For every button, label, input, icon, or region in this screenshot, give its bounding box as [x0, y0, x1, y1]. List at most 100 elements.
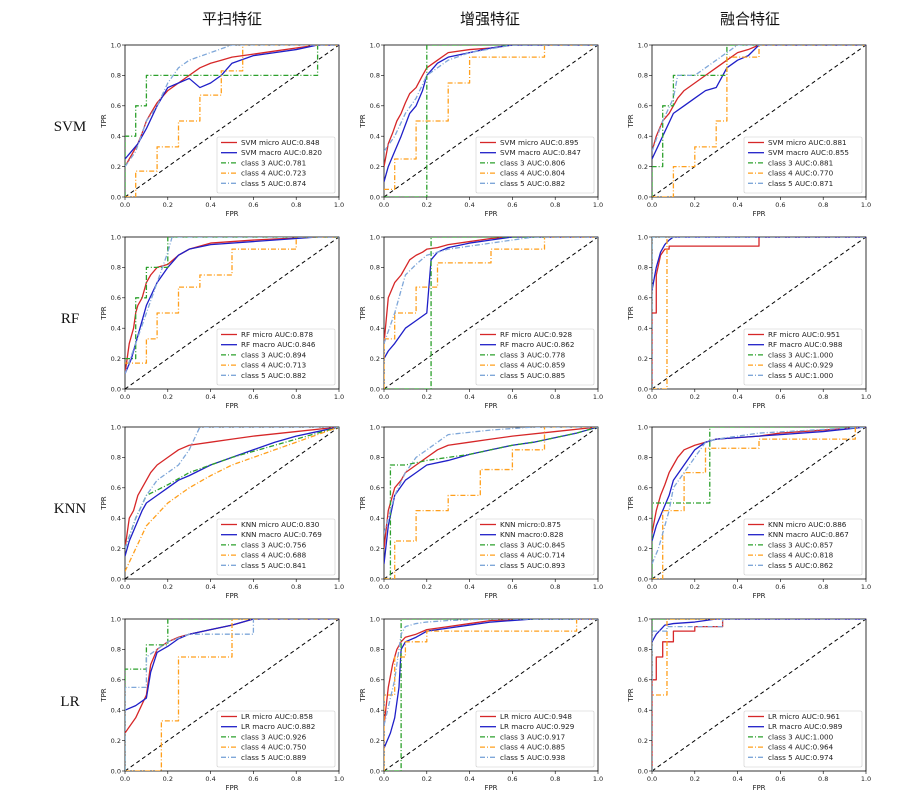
y-tick-label: 0.2	[370, 355, 380, 363]
x-tick-label: 0.6	[775, 393, 785, 401]
x-axis-label: FPR	[752, 402, 765, 410]
legend-box	[743, 710, 863, 768]
y-axis-label: TPR	[627, 306, 635, 320]
x-tick-label: 0.4	[205, 393, 215, 401]
x-tick-label: 0.6	[248, 393, 258, 401]
roc-curve-class5	[125, 619, 339, 771]
y-tick-label: 0.4	[370, 133, 380, 141]
roc-panel-rf-1: 0.0 0.2 0.4 0.6 0.8 1.0 0.0 0.2 0.4 0.6 0.8 1.0 FPR T…	[100, 233, 344, 410]
chance-diagonal	[124, 44, 340, 198]
y-tick-label: 1.0	[638, 41, 648, 49]
legend-entry-class5: class 5 AUC:0.841	[241, 561, 306, 570]
legend-box	[743, 518, 863, 576]
x-tick-label: 0.8	[550, 201, 560, 209]
legend-entry-micro: SVM micro AUC:0.881	[768, 138, 847, 147]
x-axis-label: FPR	[484, 210, 497, 218]
roc-panel-rf-2: 0.0 0.2 0.4 0.6 0.8 1.0 0.0 0.2 0.4 0.6 0.8 1.0 FPR T…	[359, 233, 603, 410]
roc-curve-micro	[384, 619, 598, 726]
x-tick-label: 1.0	[334, 583, 344, 591]
x-tick-label: 0.6	[507, 583, 517, 591]
legend-entry-class5: class 5 AUC:0.889	[241, 753, 307, 762]
legend-entry-class4: class 4 AUC:0.713	[241, 361, 306, 370]
legend-entry-macro: KNN macro AUC:0.867	[768, 530, 849, 539]
legend-entry-macro: SVM macro AUC:0.847	[500, 148, 581, 157]
y-tick-label: 0.2	[638, 737, 648, 745]
row-label-knn: KNN	[54, 501, 87, 517]
y-tick-label: 0.4	[370, 707, 380, 715]
y-tick-label: 0.8	[111, 454, 121, 462]
legend-entry-macro: RF macro AUC:0.988	[768, 340, 843, 349]
chance-diagonal	[124, 426, 340, 580]
x-tick-label: 0.0	[379, 393, 389, 401]
y-tick-label: 0.4	[638, 515, 648, 523]
legend-entry-class4: class 4 AUC:0.750	[241, 743, 307, 752]
roc-curve-class4	[125, 619, 339, 771]
y-tick-label: 0.2	[370, 163, 380, 171]
x-tick-label: 0.6	[248, 583, 258, 591]
y-tick-label: 0.8	[638, 72, 648, 80]
x-tick-label: 0.4	[464, 201, 474, 209]
roc-curve-class3	[384, 427, 598, 579]
x-tick-label: 0.4	[205, 201, 215, 209]
x-tick-label: 0.0	[647, 775, 657, 783]
y-tick-label: 0.6	[370, 294, 380, 302]
roc-panel-svm-2: 0.0 0.2 0.4 0.6 0.8 1.0 0.0 0.2 0.4 0.6 0.8 1.0 FPR T…	[359, 41, 603, 218]
y-tick-label: 0.2	[638, 355, 648, 363]
roc-curve-micro	[652, 427, 866, 534]
x-tick-label: 0.8	[291, 775, 301, 783]
legend-entry-micro: RF micro AUC:0.951	[768, 330, 840, 339]
x-tick-label: 1.0	[334, 775, 344, 783]
roc-curve-macro	[125, 427, 339, 557]
y-axis-label: TPR	[627, 114, 635, 128]
x-tick-label: 0.6	[248, 201, 258, 209]
legend-entry-class5: class 5 AUC:1.000	[768, 371, 834, 380]
legend-box	[216, 328, 336, 386]
x-tick-label: 0.4	[464, 393, 474, 401]
x-tick-label: 0.8	[818, 393, 828, 401]
y-tick-label: 1.0	[370, 615, 380, 623]
roc-curve-class4	[652, 427, 866, 579]
y-tick-label: 0.6	[638, 484, 648, 492]
y-axis-label: TPR	[100, 306, 108, 320]
legend-entry-class3: class 3 AUC:0.881	[768, 158, 833, 167]
legend-entry-class3: class 3 AUC:0.781	[241, 158, 306, 167]
x-tick-label: 0.8	[818, 583, 828, 591]
chance-diagonal	[651, 44, 867, 198]
roc-curve-class5	[125, 237, 339, 375]
legend-entry-macro: SVM macro AUC:0.855	[768, 148, 849, 157]
x-axis-label: FPR	[484, 402, 497, 410]
row-label-svm: SVM	[54, 119, 87, 135]
x-tick-label: 0.0	[379, 201, 389, 209]
y-tick-label: 0.4	[111, 133, 121, 141]
x-tick-label: 0.2	[163, 775, 173, 783]
y-tick-label: 0.6	[638, 676, 648, 684]
roc-curve-class5	[384, 237, 598, 344]
legend-entry-macro: KNN macro:0.828	[500, 530, 564, 539]
legend-entry-class4: class 4 AUC:0.770	[768, 169, 834, 178]
x-tick-label: 0.8	[550, 393, 560, 401]
x-tick-label: 0.2	[690, 583, 700, 591]
x-tick-label: 0.2	[163, 583, 173, 591]
legend-entry-class3: class 3 AUC:0.894	[241, 350, 307, 359]
roc-curve-class5	[384, 619, 598, 726]
x-tick-label: 1.0	[334, 393, 344, 401]
column-title-plain: 平扫特征	[202, 10, 262, 28]
roc-curve-macro	[125, 45, 339, 160]
legend-entry-macro: RF macro AUC:0.846	[241, 340, 316, 349]
y-tick-label: 1.0	[370, 233, 380, 241]
x-tick-label: 0.0	[120, 583, 130, 591]
roc-curve-macro	[125, 237, 339, 375]
y-tick-label: 0.8	[638, 454, 648, 462]
x-axis-label: FPR	[484, 784, 497, 792]
roc-curve-micro	[652, 45, 866, 152]
legend-entry-class3: class 3 AUC:0.857	[768, 540, 833, 549]
y-tick-label: 1.0	[111, 423, 121, 431]
y-tick-label: 1.0	[638, 615, 648, 623]
chance-diagonal	[651, 618, 867, 772]
chance-diagonal	[124, 618, 340, 772]
legend-box	[216, 518, 336, 576]
